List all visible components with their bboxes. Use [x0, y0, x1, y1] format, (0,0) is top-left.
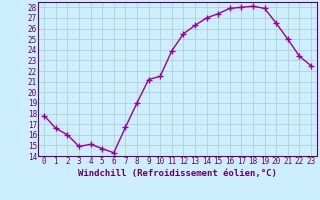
X-axis label: Windchill (Refroidissement éolien,°C): Windchill (Refroidissement éolien,°C): [78, 169, 277, 178]
